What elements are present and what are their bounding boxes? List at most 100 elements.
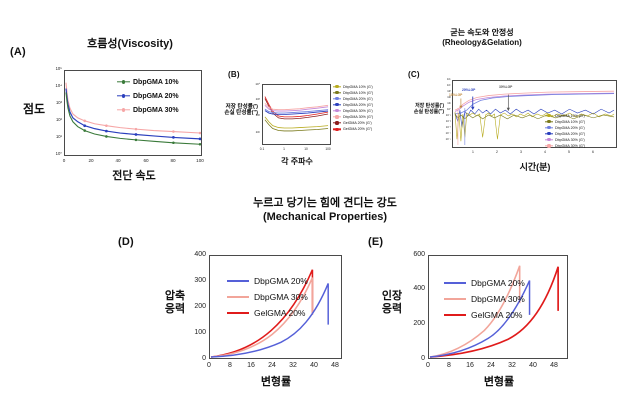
- axis-label-c-y-line1: 저장 탄성률('): [415, 103, 444, 109]
- xtick-a-4: 80: [170, 158, 176, 163]
- legend-c: DbpGMA 10% (G') DbpGMA 10% (G") DbpGMA 20%…: [545, 113, 585, 150]
- plot-b-curves: [264, 96, 329, 132]
- legend-label: DbpGMA 30%: [254, 292, 308, 302]
- legend-label: GelGMA 20%: [254, 308, 306, 318]
- legend-item: DbpGMA 20% (G"): [333, 102, 373, 107]
- legend-swatch-icon: [333, 121, 341, 126]
- xtick-a-5: 100: [196, 158, 204, 163]
- panel-tag-e: (E): [368, 236, 384, 248]
- legend-item: DbpGMA 30%: [444, 294, 525, 304]
- legend-item: DbpGMA 20%: [117, 92, 179, 100]
- mechanical-title-line1: 누르고 당기는 힘에 견디는 강도: [253, 197, 397, 209]
- panel-tag-a: (A): [10, 46, 26, 58]
- legend-item: GelGMA 20%: [227, 308, 308, 318]
- xtick-a-2: 40: [115, 158, 121, 163]
- annotation-c-2: 30%LGP: [499, 85, 513, 89]
- legend-item: DbpGMA 10% (G'): [333, 84, 373, 89]
- legend-item: GelGMA 20% (G'): [333, 121, 373, 126]
- axis-label-b-x: 각 주파수: [281, 157, 313, 166]
- ytick-c-4: 10¹: [447, 102, 451, 105]
- annotation-c-0: 10%LGP: [449, 93, 463, 97]
- xtick-c-3: 4: [544, 150, 546, 154]
- ytick-e-2: 200: [413, 320, 425, 327]
- legend-swatch-icon: [117, 78, 130, 86]
- rheology-title-line2: (Rheology&Gelation): [442, 38, 522, 47]
- legend-swatch-icon: [227, 309, 249, 318]
- legend-swatch-icon: [333, 108, 341, 113]
- xtick-d-2: 16: [247, 362, 255, 369]
- ytick-d-2: 200: [194, 303, 206, 310]
- ytick-c-5: 10⁰: [447, 108, 451, 111]
- legend-label: DbpGMA 20% (G'): [343, 96, 373, 101]
- legend-label: DbpGMA 20% (G'): [555, 125, 585, 130]
- legend-label: DbpGMA 10% (G"): [555, 119, 586, 124]
- xtick-d-6: 48: [331, 362, 339, 369]
- plot-e-curves: [429, 265, 559, 358]
- legend-item: DbpGMA 20% (G"): [545, 131, 585, 136]
- axis-label-a-y: 점도: [22, 102, 46, 116]
- legend-item: DbpGMA 30% (G'): [333, 108, 373, 113]
- ytick-a-2: 10³: [55, 100, 62, 105]
- axis-label-d-y: 압축 응력: [160, 290, 190, 315]
- legend-label: DbpGMA 30%: [133, 106, 179, 114]
- xtick-e-6: 48: [550, 362, 558, 369]
- legend-label: DbpGMA 30% (G"): [343, 114, 374, 119]
- legend-swatch-icon: [545, 137, 553, 142]
- plot-a-frame: [64, 70, 202, 156]
- legend-label: DbpGMA 30% (G"): [555, 143, 586, 148]
- legend-item: GelGMA 20% (G"): [333, 127, 373, 132]
- ytick-c-0: 10⁵: [447, 78, 451, 81]
- legend-swatch-icon: [333, 90, 341, 95]
- plot-d-frame: [209, 255, 342, 359]
- legend-a: DbpGMA 10% DbpGMA 20% DbpGMA 30%: [117, 78, 179, 120]
- legend-e: DbpGMA 20% DbpGMA 30% GelGMA 20%: [444, 278, 525, 326]
- xtick-e-0: 0: [426, 362, 430, 369]
- rheology-title-line1: 굳는 속도와 안정성: [450, 28, 514, 37]
- legend-item: DbpGMA 30%: [227, 292, 308, 302]
- ytick-b-1: 10³: [255, 97, 260, 101]
- ytick-c-3: 10²: [447, 96, 451, 99]
- axis-label-e-x: 변형률: [483, 376, 515, 388]
- ytick-c-7: 10⁻²: [445, 120, 451, 123]
- xtick-a-1: 20: [88, 158, 94, 163]
- legend-swatch-icon: [333, 114, 341, 119]
- legend-swatch-icon: [444, 279, 466, 288]
- ytick-a-5: 10⁰: [55, 151, 62, 156]
- legend-swatch-icon: [545, 143, 553, 148]
- xtick-d-4: 32: [289, 362, 297, 369]
- legend-item: DbpGMA 20% (G'): [545, 125, 585, 130]
- xtick-b-2: 10: [304, 147, 308, 151]
- axis-label-c-y-line2: 손실 탄성률(''): [413, 108, 444, 115]
- ytick-b-2: 10²: [255, 113, 260, 117]
- legend-item: DbpGMA 20%: [444, 278, 525, 288]
- axis-label-d-x: 변형률: [260, 376, 292, 388]
- xtick-c-4: 5: [568, 150, 570, 154]
- plot-a: [64, 70, 202, 156]
- xtick-e-2: 16: [466, 362, 474, 369]
- annotation-c-1: 20%LGP: [462, 88, 476, 92]
- axis-label-d-y-line1: 압축: [164, 290, 186, 302]
- xtick-c-1: 2: [496, 150, 498, 154]
- ytick-c-2: 10³: [447, 90, 451, 93]
- legend-label: DbpGMA 20%: [471, 278, 525, 288]
- xtick-d-0: 0: [207, 362, 211, 369]
- legend-item: GelGMA 20%: [444, 310, 525, 320]
- ytick-b-3: 10¹: [255, 130, 260, 134]
- plot-d: [209, 255, 342, 359]
- panel-tag-d: (D): [118, 236, 134, 248]
- legend-swatch-icon: [117, 92, 130, 100]
- legend-swatch-icon: [444, 295, 466, 304]
- xtick-b-3: 100: [325, 147, 331, 151]
- xtick-a-3: 60: [143, 158, 149, 163]
- ytick-a-4: 10¹: [55, 134, 62, 139]
- plot-b: [262, 84, 331, 145]
- legend-label: DbpGMA 20%: [133, 92, 179, 100]
- legend-label: DbpGMA 20% (G"): [555, 131, 586, 136]
- plot-b-frame: [262, 84, 331, 145]
- viscosity-title-line1: 흐름성(Viscosity): [87, 38, 173, 50]
- ytick-a-1: 10⁴: [55, 83, 62, 88]
- ytick-c-9: 10⁻⁴: [445, 132, 451, 135]
- plot-c: [452, 80, 617, 148]
- ytick-d-4: 0: [202, 355, 206, 362]
